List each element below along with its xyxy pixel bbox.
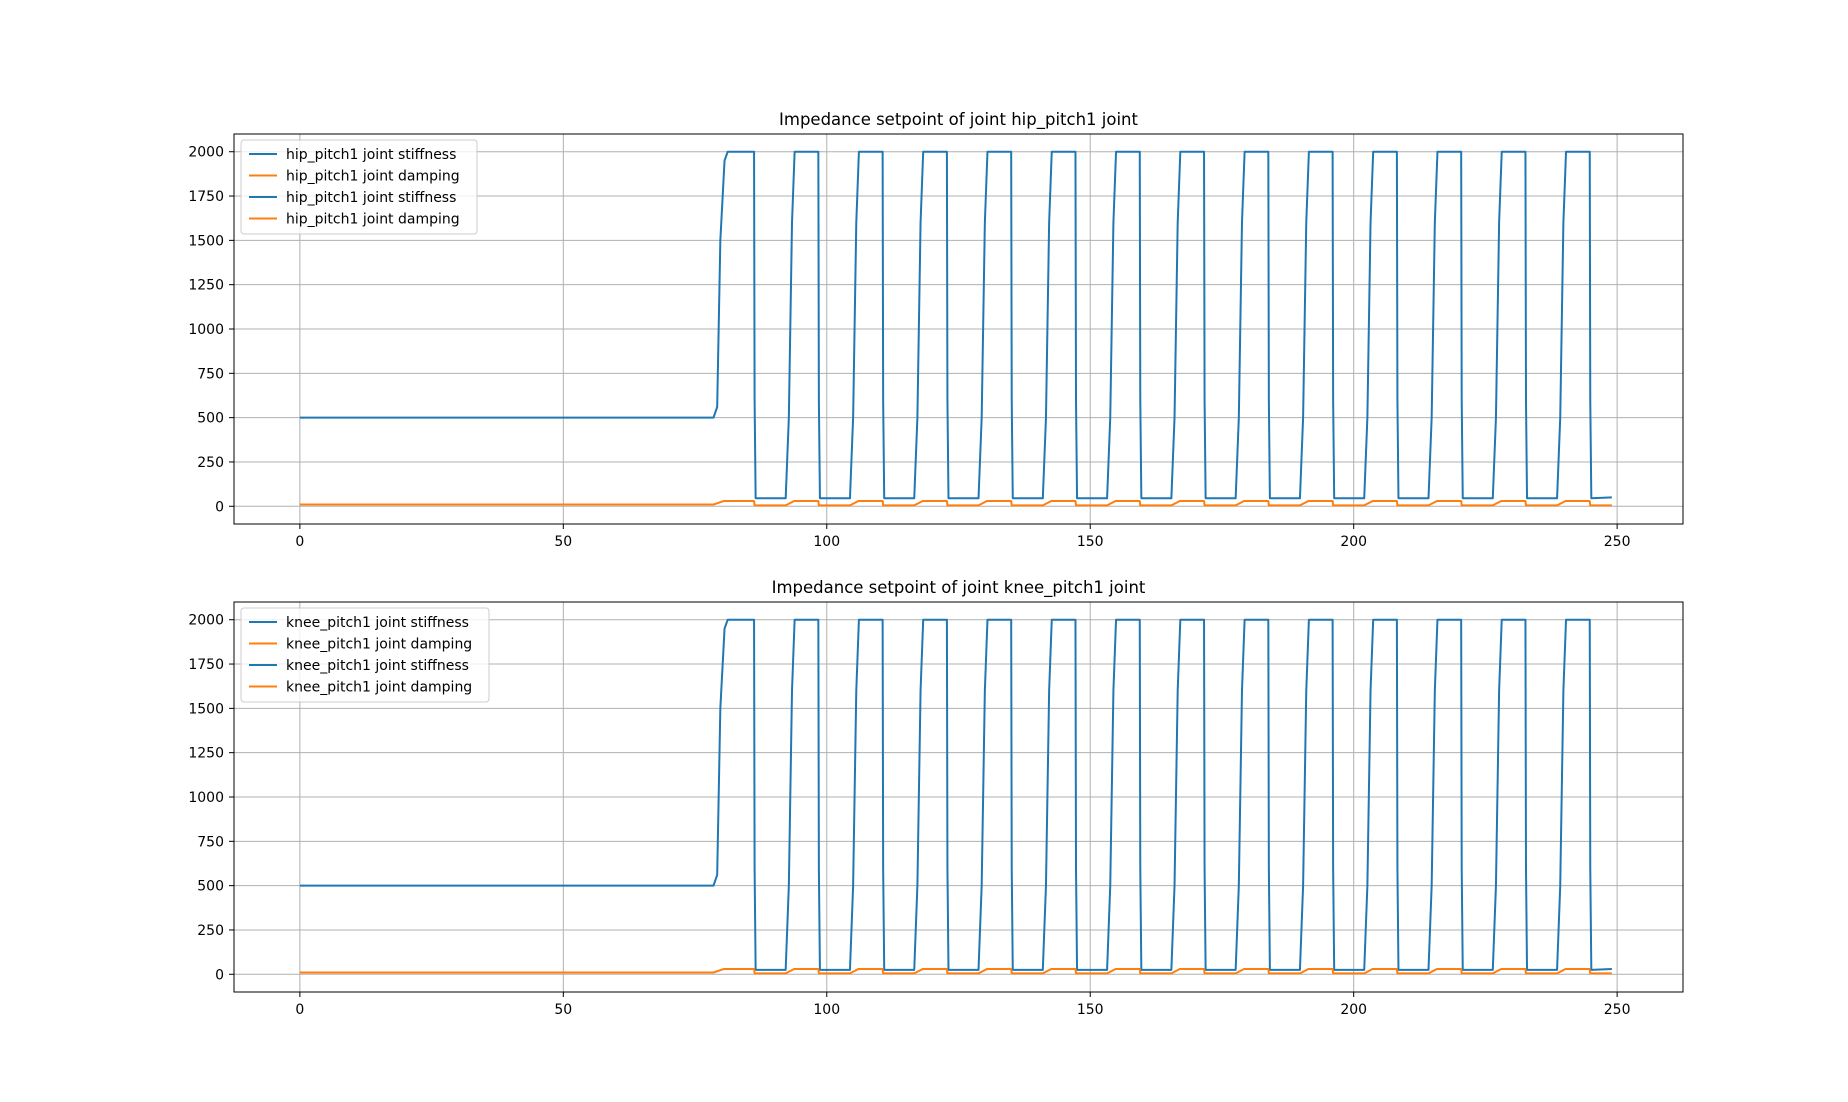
chart-panel-2: 0 50 100 150 200 250 0 250 500 750 1000 1250 1500 175… (188, 578, 1684, 1018)
y-tick-label: 250 (197, 455, 224, 471)
legend-entry: knee_pitch1 joint stiffness (286, 615, 469, 631)
y-tick-label: 500 (197, 879, 224, 895)
y-tick-label: 1750 (188, 657, 224, 673)
x-tick-label: 150 (1077, 1002, 1104, 1018)
legend-entry: hip_pitch1 joint stiffness (286, 147, 456, 163)
y-tick-label: 1500 (188, 701, 224, 717)
legend-entry: hip_pitch1 joint damping (286, 169, 460, 185)
legend-box (240, 139, 478, 235)
legend-entry: hip_pitch1 joint damping (286, 212, 460, 228)
y-tick-label: 1500 (188, 233, 224, 249)
y-tick-label: 0 (215, 499, 224, 515)
chart-title: Impedance setpoint of joint hip_pitch1 j… (779, 110, 1138, 130)
legend-entry: knee_pitch1 joint stiffness (286, 658, 469, 674)
y-tick-label: 2000 (188, 613, 224, 629)
x-tick-label: 200 (1340, 534, 1367, 550)
y-tick-label: 500 (197, 411, 224, 427)
x-tick-label: 50 (554, 1002, 572, 1018)
x-tick-label: 250 (1604, 1002, 1631, 1018)
y-tick-label: 2000 (188, 145, 224, 161)
x-tick-label: 0 (295, 534, 304, 550)
x-tick-label: 100 (813, 534, 840, 550)
y-tick-label: 1000 (188, 322, 224, 338)
legend-entry: hip_pitch1 joint stiffness (286, 190, 456, 206)
series-line-damping (299, 499, 1612, 507)
x-tick-label: 200 (1340, 1002, 1367, 1018)
legend: knee_pitch1 joint stiffness knee_pitch1 j… (240, 607, 490, 703)
y-tick-label: 250 (197, 923, 224, 939)
legend-entry: knee_pitch1 joint damping (286, 680, 472, 696)
y-tick-label: 1750 (188, 189, 224, 205)
chart-title: Impedance setpoint of joint knee_pitch1 … (772, 578, 1146, 598)
y-tick-label: 1250 (188, 278, 224, 294)
y-tick-label: 750 (197, 366, 224, 382)
x-tick-label: 250 (1604, 534, 1631, 550)
x-tick-label: 50 (554, 534, 572, 550)
series-line-damping (299, 967, 1612, 975)
series-line-stiffness (299, 618, 1612, 971)
y-tick-label: 0 (215, 967, 224, 983)
legend-entry: knee_pitch1 joint damping (286, 637, 472, 653)
y-tick-label: 1000 (188, 790, 224, 806)
x-tick-label: 100 (813, 1002, 840, 1018)
legend-box (240, 607, 490, 703)
chart-panel-1: 0 50 100 150 200 250 0 250 500 750 1000 1250 1500 175… (188, 110, 1684, 550)
x-tick-label: 0 (295, 1002, 304, 1018)
y-tick-label: 750 (197, 834, 224, 850)
legend: hip_pitch1 joint stiffness hip_pitch1 joi… (240, 139, 478, 235)
series-line-stiffness (299, 150, 1612, 500)
y-tick-label: 1250 (188, 746, 224, 762)
x-tick-label: 150 (1077, 534, 1104, 550)
